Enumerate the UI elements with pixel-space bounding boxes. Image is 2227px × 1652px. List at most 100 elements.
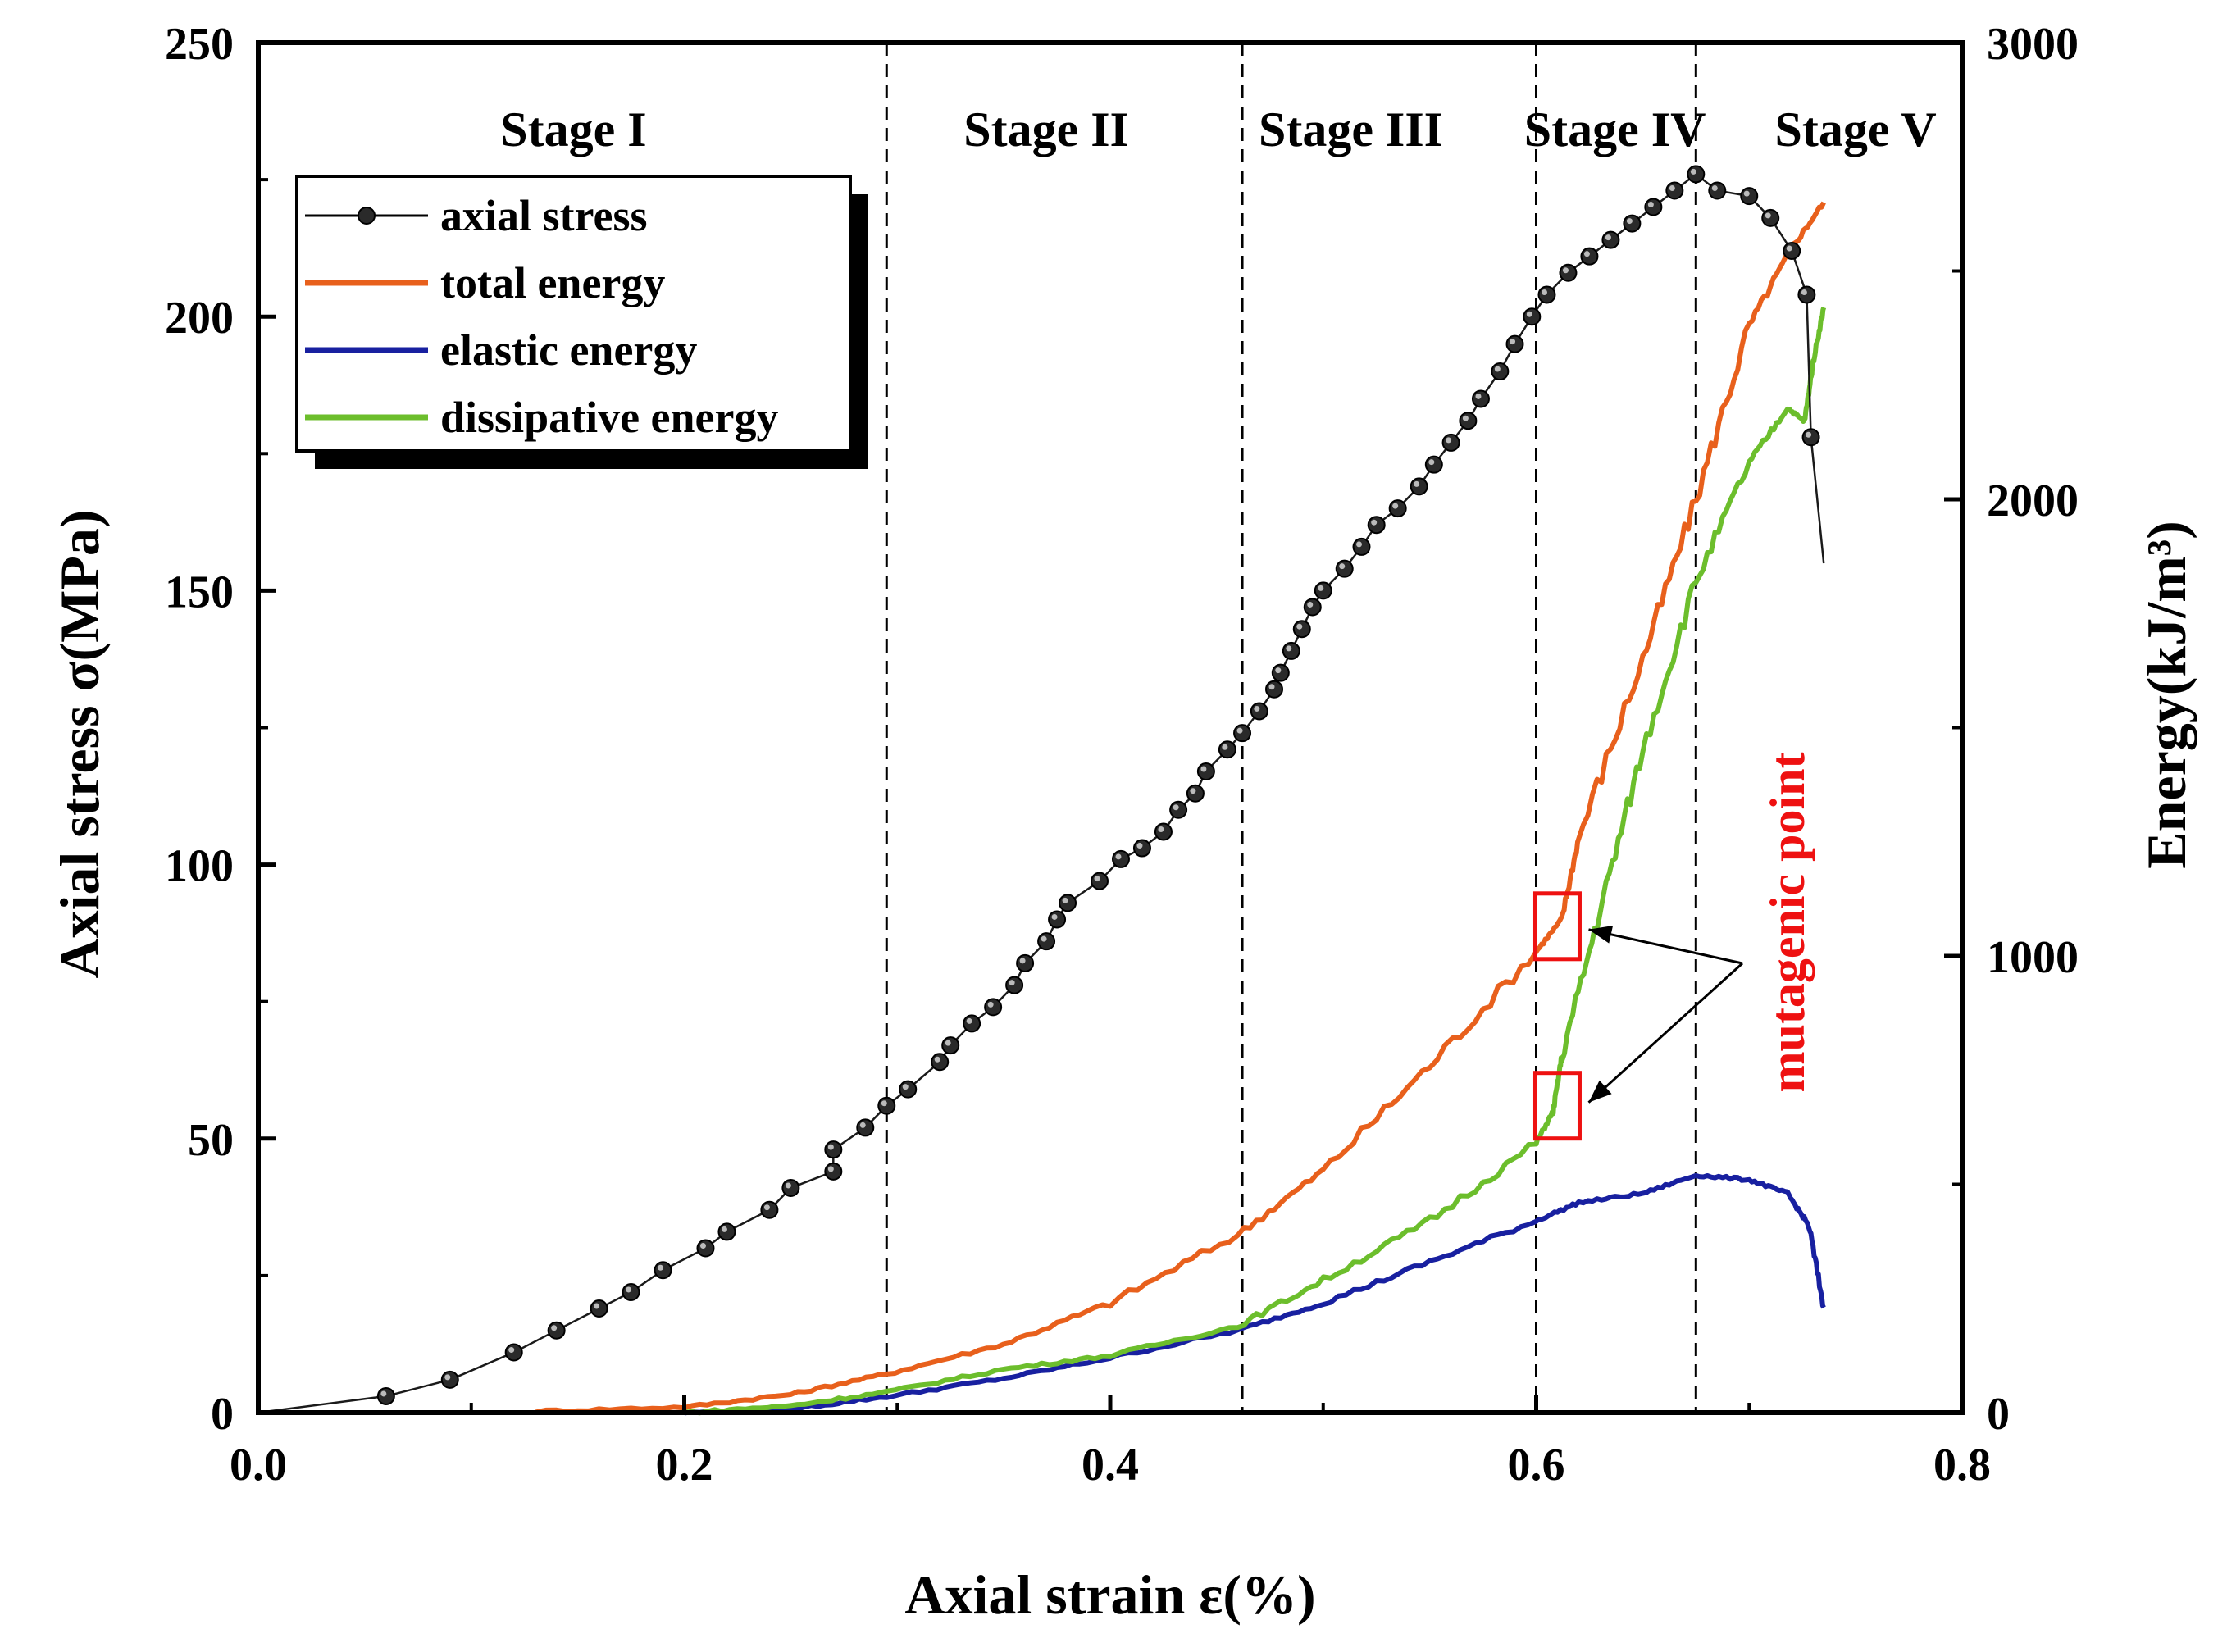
axial-stress-point-highlight [827,1144,834,1150]
axial-stress-point [1303,598,1322,617]
axial-stress-point [1797,285,1816,304]
axial-stress-point [1005,976,1024,994]
axial-stress-point-highlight [1583,251,1590,257]
axial-stress-point [1523,307,1542,326]
axial-stress-point-highlight [1806,431,1812,438]
axial-stress-point [1459,412,1478,430]
axial-stress-point [1186,784,1205,803]
axial-stress-point-highlight [1462,415,1469,421]
axial-stress-point-highlight [1414,480,1420,487]
axial-stress-point-highlight [1541,289,1547,295]
axial-stress-point-highlight [1428,459,1435,466]
legend: axial stress total energy elastic energy di… [295,175,868,469]
axial-stress-point [963,1014,981,1033]
axial-stress-point [1282,641,1300,660]
y-axis-title: Axial stress σ(MPa) [48,509,111,978]
axial-stress-point [1233,724,1252,743]
axial-stress-point-highlight [1200,766,1207,772]
axial-stress-point-highlight [827,1166,834,1172]
axial-stress-point [1601,230,1620,249]
axial-stress-point-highlight [1296,623,1303,630]
y-tick-label: 250 [165,19,234,70]
axial-stress-point [1367,516,1386,535]
y2-tick-label: 2000 [1987,476,2079,526]
legend-label: total energy [440,258,665,307]
axial-stress-point [1048,910,1067,929]
plot-series [257,165,1827,1416]
y-tick-label: 0 [211,1389,234,1440]
axial-stress-point-highlight [1626,218,1633,225]
axial-stress-point-highlight [1510,339,1516,345]
axial-stress-point-highlight [658,1264,664,1271]
axial-stress-point-highlight [1526,311,1532,317]
x-tick-label: 0.6 [1508,1440,1565,1490]
axial-stress-point [504,1343,523,1362]
x-tick-label: 0.0 [230,1440,287,1490]
axial-stress-point-highlight [902,1084,909,1090]
y2-tick-label: 0 [1987,1389,2010,1440]
axial-stress-point-highlight [1254,705,1260,712]
axial-stress-point-highlight [945,1040,951,1046]
axial-stress-point-highlight [1051,913,1058,920]
axial-stress-point-highlight [1647,202,1654,208]
axial-stress-point [1352,537,1371,556]
axial-stress-point [824,1162,843,1181]
axial-stress-point-highlight [1094,876,1100,882]
axial-stress-point [654,1261,672,1280]
mutagenic-box-2 [1532,1071,1582,1141]
axial-stress-point [1424,455,1443,474]
legend-swatch-marker [358,207,376,225]
total-energy-line [535,201,1826,1415]
axial-stress-point-highlight [1062,897,1068,903]
mutagenic-arrowhead-2 [1588,1080,1612,1103]
axial-stress-point [1410,477,1428,496]
axial-stress-point-highlight [987,1001,994,1008]
axial-stress-point-highlight [1115,853,1122,860]
axial-stress-point-highlight [859,1122,866,1128]
mutagenic-arrow-1 [1588,928,1743,965]
axial-stress-point-highlight [1190,788,1196,794]
axial-stress-point-highlight [1318,585,1324,591]
axial-stress-point-highlight [966,1017,972,1024]
axial-stress-point [1761,208,1780,227]
y2-axis-title: Energy(kJ/m³) [2135,521,2197,869]
x-axis-title: Axial strain ε(%) [904,1563,1315,1626]
x-tick-label: 0.4 [1082,1440,1139,1490]
axial-stress-point [1271,663,1290,682]
axial-stress-point [1059,894,1077,912]
axial-stress-point-highlight [1786,245,1792,252]
axial-stress-point [1335,559,1354,578]
stage-label-5: Stage V [1775,102,1937,157]
y-tick-label: 150 [165,567,234,617]
axial-stress-point [1580,247,1599,266]
axial-stress-point [1505,334,1524,353]
axial-stress-point [696,1239,715,1258]
legend-entries: axial stress total energy elastic energy di… [305,191,779,442]
axial-stress-point [622,1282,640,1301]
stage-label-2: Stage II [963,102,1129,157]
mutagenic-box-1 [1532,891,1582,962]
axial-stress-point [717,1222,736,1241]
axial-stress-point-highlight [1019,958,1026,964]
axial-stress-point-highlight [1743,190,1750,197]
axial-stress-point [856,1118,875,1137]
axial-stress-point [1250,702,1268,721]
mutagenic-annotation: mutagenic point [1532,752,1815,1141]
axial-stress-point [1740,187,1759,206]
axial-stress-point [1016,953,1035,972]
stage-label-4: Stage IV [1524,102,1706,157]
axial-stress-point [1559,263,1578,282]
axial-stress-point [1154,822,1173,841]
axial-stress-point-highlight [1173,804,1179,811]
axial-stress-point [1471,389,1490,408]
axial-stress-point [931,1053,950,1072]
axial-stress-point-highlight [1562,267,1569,274]
y-tick-label: 200 [165,293,234,344]
axial-stress-point [1292,620,1311,639]
axial-stress-point-highlight [1605,234,1611,241]
axial-stress-point [760,1200,779,1219]
y2-tick-label: 3000 [1987,19,2079,70]
axial-stress-point-highlight [1236,727,1243,734]
x-tick-label: 0.2 [656,1440,713,1490]
axes: 0.0 0.2 0.4 0.6 0.80501001502002500100020003… [165,19,2079,1490]
